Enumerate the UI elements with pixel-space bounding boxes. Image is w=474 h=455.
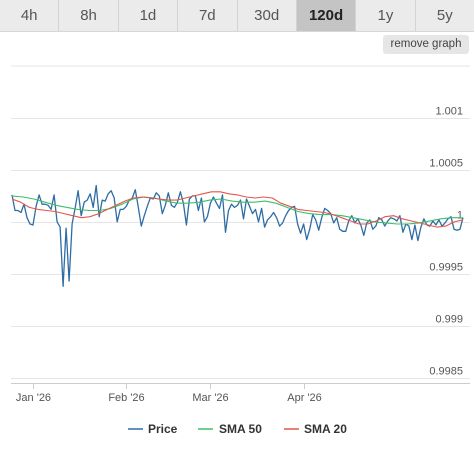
x-tick-label: Jan '26 bbox=[16, 392, 51, 404]
x-tick-label: Mar '26 bbox=[192, 392, 228, 404]
y-tick-label: 1.0005 bbox=[429, 158, 463, 170]
price-line bbox=[11, 184, 464, 287]
tab-1y[interactable]: 1y bbox=[356, 0, 416, 31]
chart-grid bbox=[11, 65, 470, 379]
sma-20-line bbox=[11, 191, 464, 228]
tab-4h[interactable]: 4h bbox=[0, 0, 60, 31]
tab-7d[interactable]: 7d bbox=[178, 0, 238, 31]
x-tick-label: Apr '26 bbox=[287, 392, 322, 404]
remove-graph-button[interactable]: remove graph bbox=[383, 35, 469, 54]
y-tick-label: 0.999 bbox=[435, 314, 463, 326]
chart-legend: Price SMA 50 SMA 20 bbox=[128, 422, 347, 436]
x-tick-label: Feb '26 bbox=[108, 392, 144, 404]
tab-1d[interactable]: 1d bbox=[118, 0, 179, 31]
tab-5y[interactable]: 5y bbox=[415, 0, 474, 31]
y-axis-labels: 1.001 1.0005 1 0.9995 0.999 0.9985 bbox=[429, 106, 463, 378]
y-tick-label: 1.001 bbox=[435, 106, 463, 118]
range-tabs: 4h 8h 1d 7d 30d 120d 1y 5y bbox=[0, 0, 474, 32]
y-tick-label: 0.9995 bbox=[429, 262, 463, 274]
tab-30d[interactable]: 30d bbox=[237, 0, 297, 31]
legend-label: SMA 20 bbox=[304, 422, 347, 436]
y-tick-label: 0.9985 bbox=[429, 366, 463, 378]
sma-50-line bbox=[11, 195, 463, 225]
y-tick-label: 1 bbox=[457, 210, 463, 222]
x-axis: Jan '26 Feb '26 Mar '26 Apr '26 bbox=[11, 383, 470, 404]
legend-label: Price bbox=[148, 422, 178, 436]
chart-series bbox=[11, 184, 464, 287]
tab-8h[interactable]: 8h bbox=[59, 0, 119, 31]
tab-120d[interactable]: 120d bbox=[296, 0, 357, 31]
legend-label: SMA 50 bbox=[219, 422, 262, 436]
